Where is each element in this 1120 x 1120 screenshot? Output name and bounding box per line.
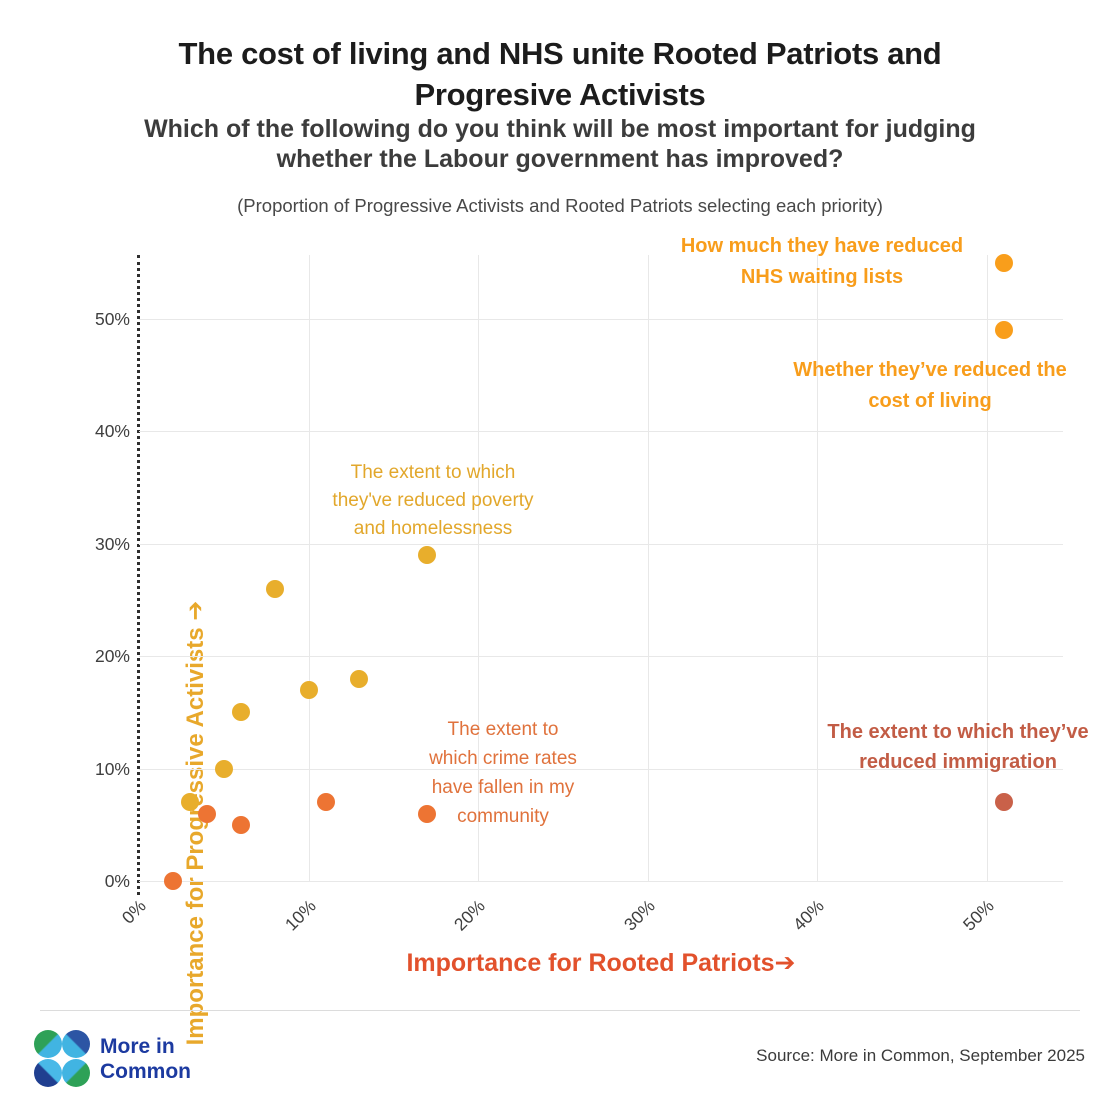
y-tick-label: 30% [94, 533, 130, 554]
logo-wordmark: More in Common [100, 1035, 191, 1083]
page-title: The cost of living and NHS unite Rooted … [178, 36, 942, 112]
y-tick-label: 20% [94, 646, 130, 667]
annotation-label: The extent to which they’ve reduced immi… [827, 721, 1089, 773]
v-gridline [647, 255, 649, 881]
x-axis-title: Importance for Rooted Patriots➔ [406, 949, 796, 977]
data-point [299, 680, 318, 699]
data-point [163, 872, 182, 890]
data-point [231, 703, 250, 722]
more-in-common-logo-icon [34, 1030, 90, 1087]
x-tick-label: 20% [450, 895, 490, 935]
v-gridline [478, 255, 480, 881]
annotation-label: The extent to which they've reduced pove… [332, 462, 534, 539]
annotation-label: The extent to which crime rates have fal… [429, 719, 577, 827]
v-gridline [817, 255, 819, 881]
y-tick-label: 40% [94, 421, 130, 442]
v-gridline [308, 255, 310, 881]
data-point [197, 804, 216, 823]
x-tick-label: 30% [619, 895, 659, 935]
x-tick-label: 0% [117, 895, 150, 928]
h-gridline [139, 543, 1063, 545]
x-tick-label: 50% [958, 895, 998, 935]
data-point [231, 815, 250, 834]
scatter-plot: Importance for Progressive Activists ➔ 0… [95, 235, 1089, 1045]
footer-divider [40, 1010, 1080, 1011]
data-point [418, 546, 437, 565]
data-point [214, 759, 233, 778]
data-point [350, 669, 369, 688]
annotation-label: How much they have reduced NHS waiting l… [680, 235, 964, 288]
source-credit: Source: More in Common, September 2025 [756, 1046, 1085, 1065]
data-point [180, 793, 199, 812]
data-point [316, 793, 335, 812]
data-point [994, 321, 1013, 340]
page-subtitle: Which of the following do you think will… [144, 115, 976, 173]
x-tick-label: 40% [789, 895, 829, 935]
data-point [994, 793, 1013, 812]
data-point [994, 253, 1013, 272]
x-tick-label: 10% [280, 895, 320, 935]
h-gridline [139, 319, 1063, 320]
page-caption: (Proportion of Progressive Activists and… [237, 195, 883, 216]
y-tick-label: 50% [94, 309, 130, 329]
y-tick-label: 10% [94, 758, 130, 779]
y-tick-label: 0% [104, 871, 130, 891]
data-point [418, 804, 437, 823]
h-gridline [139, 431, 1063, 433]
v-gridline [987, 255, 988, 881]
h-gridline [139, 768, 1063, 770]
h-gridline [139, 656, 1063, 658]
y-axis-dotted-line [137, 255, 140, 895]
h-gridline [139, 881, 1063, 882]
data-point [265, 579, 284, 598]
annotation-label: Whether they’ve reduced the cost of livi… [793, 359, 1067, 412]
